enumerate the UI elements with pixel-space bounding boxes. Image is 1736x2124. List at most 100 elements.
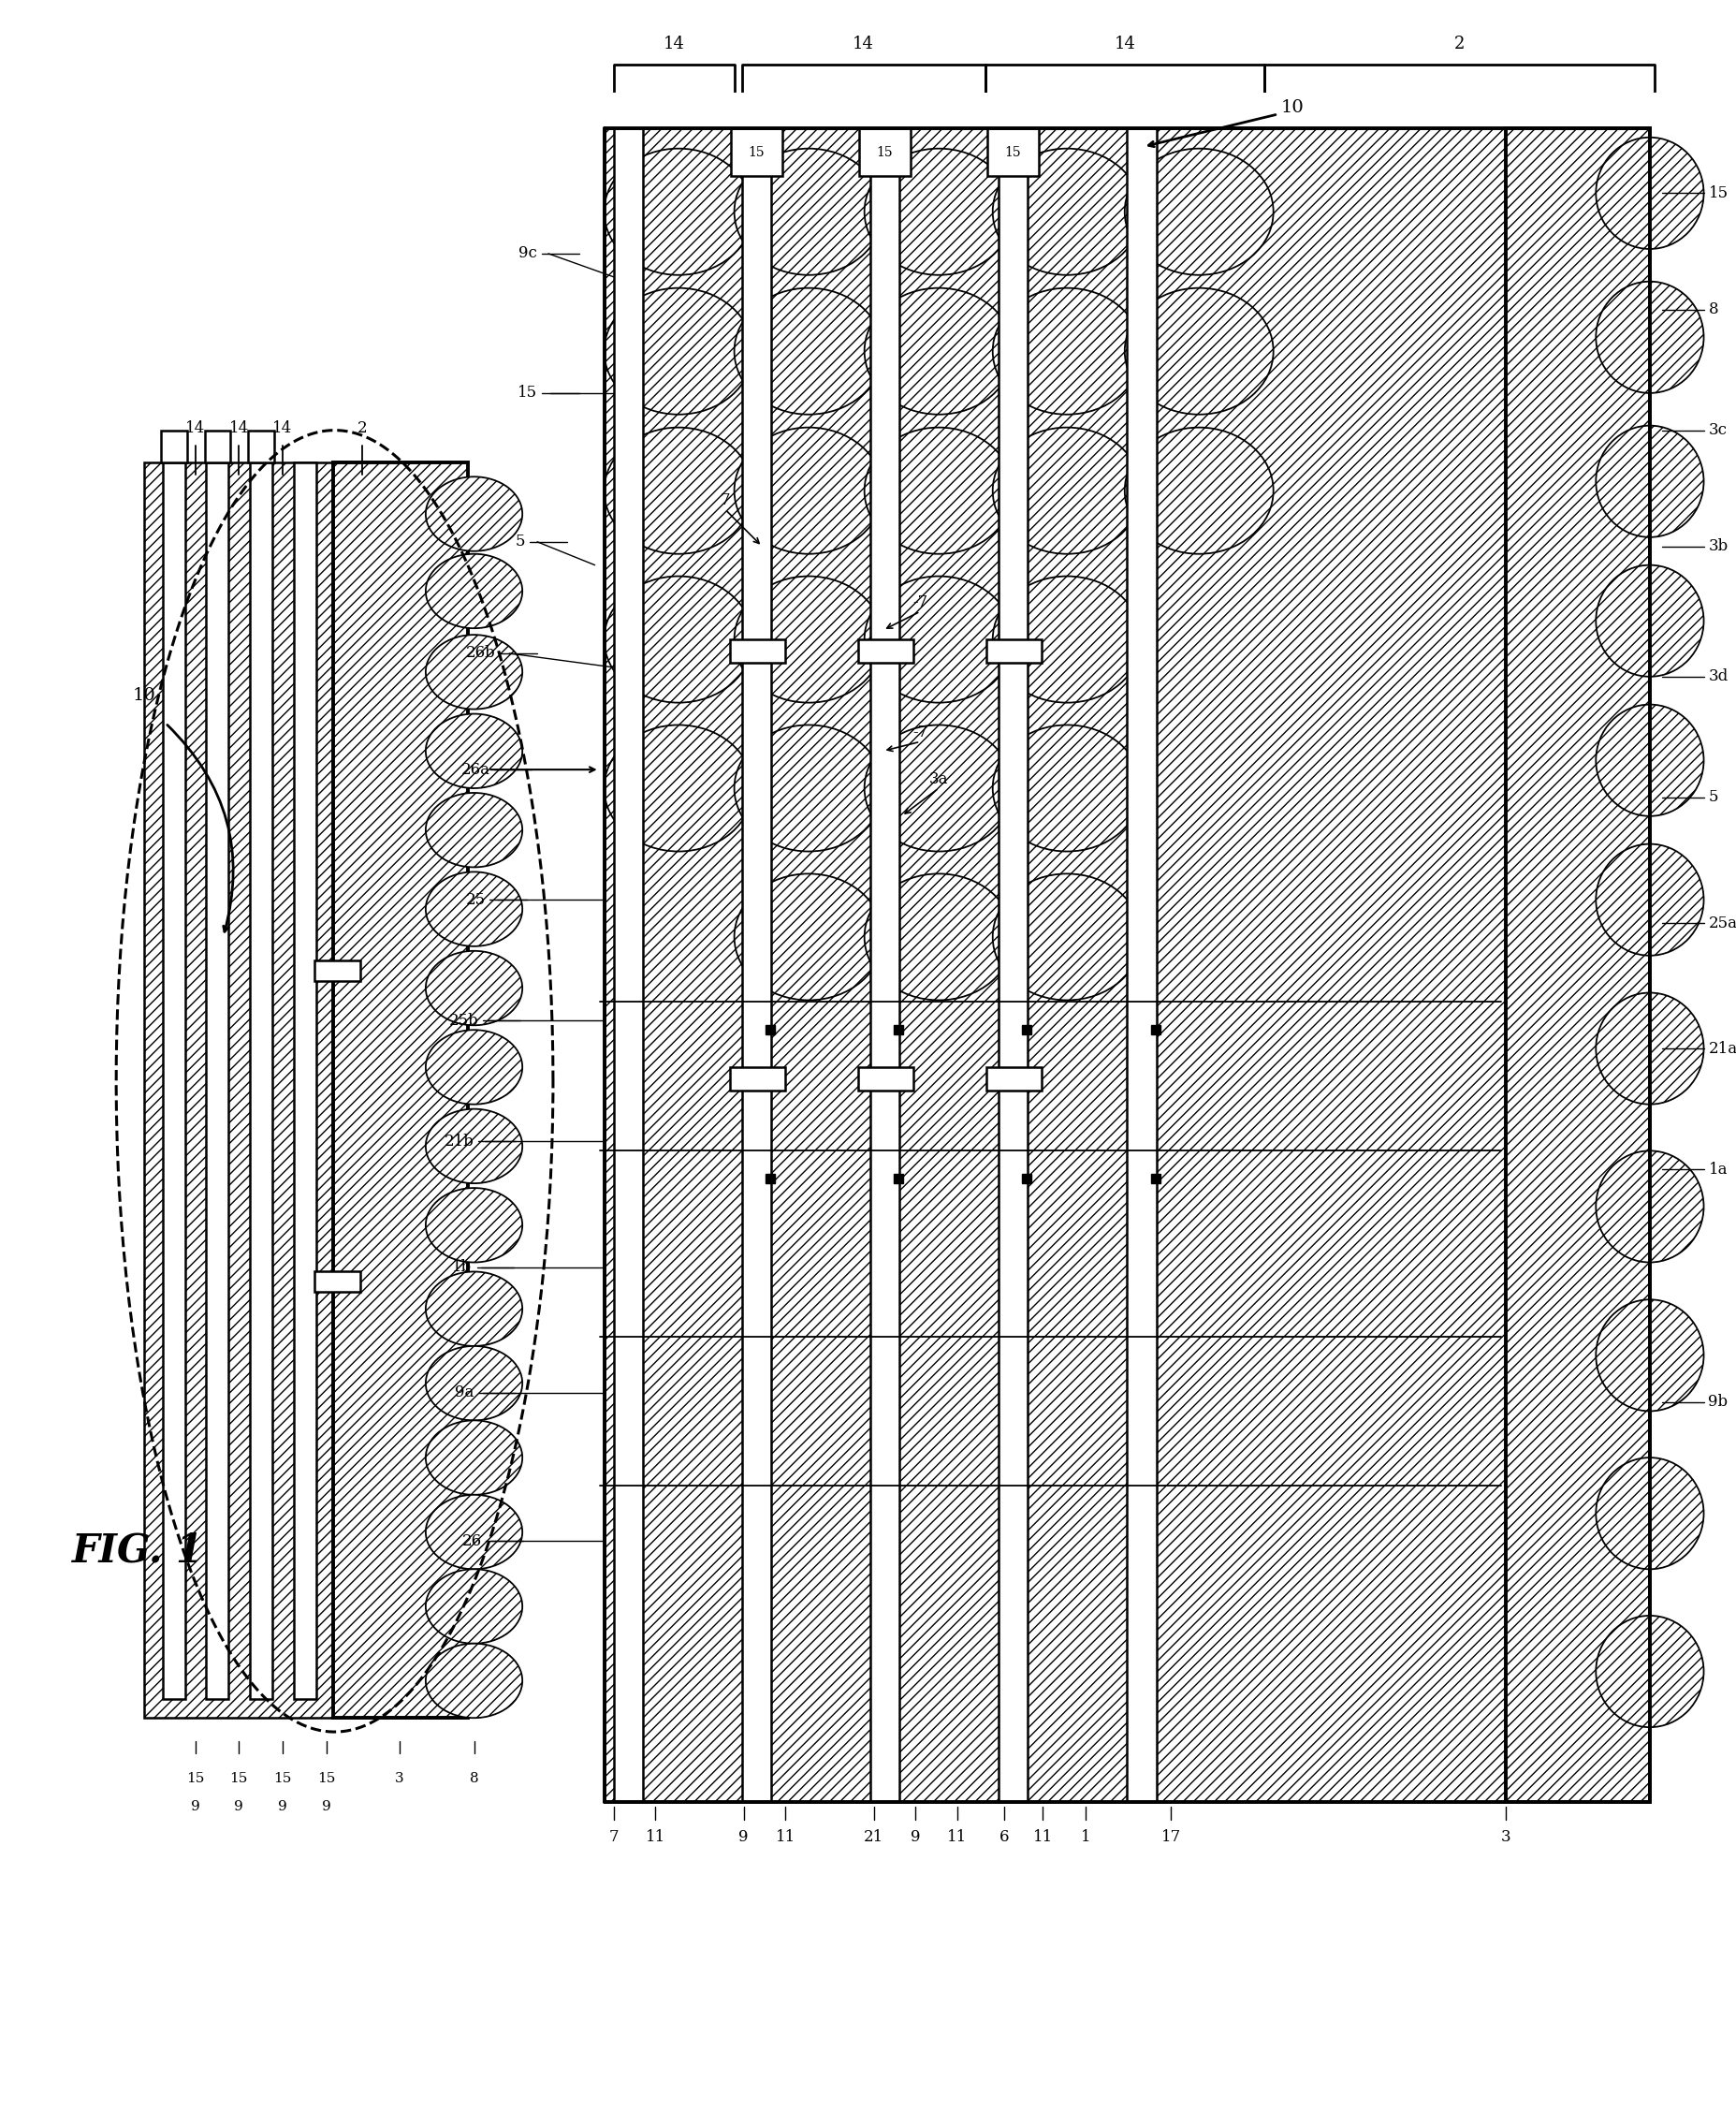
Bar <box>144 463 465 1718</box>
Text: 3: 3 <box>1500 1829 1510 1846</box>
Text: 21: 21 <box>863 1829 884 1846</box>
Text: 3b: 3b <box>1708 539 1727 554</box>
Ellipse shape <box>865 149 1012 274</box>
Bar <box>207 463 229 1699</box>
Ellipse shape <box>425 635 523 709</box>
Ellipse shape <box>1595 282 1703 393</box>
Bar <box>333 463 467 1718</box>
Text: 26b: 26b <box>465 646 495 661</box>
Ellipse shape <box>734 873 882 1000</box>
Text: FIG. 1: FIG. 1 <box>73 1531 205 1570</box>
Text: 15: 15 <box>877 147 892 159</box>
Text: 9: 9 <box>278 1799 286 1812</box>
Text: 3c: 3c <box>1708 423 1726 438</box>
Ellipse shape <box>993 149 1141 274</box>
Ellipse shape <box>1595 1300 1703 1410</box>
Ellipse shape <box>734 289 882 414</box>
Ellipse shape <box>1595 843 1703 956</box>
Ellipse shape <box>425 554 523 629</box>
Ellipse shape <box>734 427 882 554</box>
Ellipse shape <box>1595 425 1703 537</box>
Ellipse shape <box>425 1570 523 1644</box>
Bar <box>161 431 187 463</box>
Ellipse shape <box>734 724 882 852</box>
Ellipse shape <box>425 1030 523 1104</box>
Bar <box>1505 127 1649 1801</box>
Bar <box>314 960 361 981</box>
Ellipse shape <box>993 576 1141 703</box>
Ellipse shape <box>865 873 1012 1000</box>
Text: 25a: 25a <box>1708 915 1736 930</box>
Bar <box>986 1066 1042 1090</box>
Ellipse shape <box>425 1495 523 1570</box>
Bar <box>858 639 913 663</box>
Text: 10: 10 <box>132 686 156 703</box>
Text: 1a: 1a <box>1708 1162 1727 1177</box>
Bar <box>613 127 642 1801</box>
Text: 3a: 3a <box>929 771 948 786</box>
Text: 17: 17 <box>1161 1829 1180 1846</box>
Text: 14: 14 <box>273 421 292 435</box>
Ellipse shape <box>604 149 752 274</box>
Text: 11: 11 <box>774 1829 795 1846</box>
Text: 25b: 25b <box>448 1013 479 1028</box>
Ellipse shape <box>1595 1151 1703 1262</box>
Text: 9a: 9a <box>455 1385 474 1400</box>
Ellipse shape <box>1125 289 1272 414</box>
Bar <box>729 639 785 663</box>
Text: 15: 15 <box>1708 185 1727 202</box>
Ellipse shape <box>734 149 882 274</box>
Ellipse shape <box>425 476 523 550</box>
Text: 8: 8 <box>1708 302 1717 316</box>
Bar <box>858 127 910 176</box>
Ellipse shape <box>604 576 752 703</box>
Text: 7: 7 <box>608 1829 618 1846</box>
Ellipse shape <box>993 873 1141 1000</box>
Text: 15: 15 <box>748 147 764 159</box>
Text: 14: 14 <box>229 421 248 435</box>
Text: 26a: 26a <box>460 763 490 777</box>
Text: 3: 3 <box>396 1771 404 1784</box>
Text: 11: 11 <box>646 1829 665 1846</box>
Text: -7: -7 <box>911 724 927 741</box>
Text: 15: 15 <box>318 1771 335 1784</box>
Ellipse shape <box>1595 992 1703 1104</box>
Ellipse shape <box>865 427 1012 554</box>
Ellipse shape <box>425 714 523 788</box>
Ellipse shape <box>604 289 752 414</box>
Ellipse shape <box>425 1421 523 1495</box>
Text: 14: 14 <box>663 36 684 53</box>
Ellipse shape <box>1595 565 1703 678</box>
Ellipse shape <box>425 952 523 1026</box>
Bar <box>205 431 231 463</box>
Bar <box>870 127 899 1801</box>
Text: 15: 15 <box>186 1771 205 1784</box>
Text: 14: 14 <box>852 36 873 53</box>
Text: 1: 1 <box>1080 1829 1090 1846</box>
Bar <box>248 431 274 463</box>
Text: 2: 2 <box>358 421 368 435</box>
Bar <box>986 127 1038 176</box>
Text: 9b: 9b <box>1708 1393 1727 1410</box>
Ellipse shape <box>1125 427 1272 554</box>
Text: 10: 10 <box>1279 100 1302 117</box>
Ellipse shape <box>425 792 523 867</box>
Text: 8: 8 <box>469 1771 479 1784</box>
Ellipse shape <box>425 1272 523 1347</box>
Ellipse shape <box>604 427 752 554</box>
Text: 5: 5 <box>1708 790 1717 805</box>
Bar <box>729 1066 785 1090</box>
Ellipse shape <box>865 576 1012 703</box>
Bar <box>858 1066 913 1090</box>
Ellipse shape <box>865 289 1012 414</box>
Text: 1b: 1b <box>451 1260 472 1274</box>
Bar <box>250 463 273 1699</box>
Text: 14: 14 <box>186 421 205 435</box>
Text: 15: 15 <box>273 1771 292 1784</box>
Text: 2: 2 <box>1453 36 1463 53</box>
Text: 9: 9 <box>191 1799 200 1812</box>
Text: 9: 9 <box>321 1799 330 1812</box>
Text: 7: 7 <box>720 493 729 508</box>
Text: 6: 6 <box>998 1829 1009 1846</box>
Ellipse shape <box>1125 149 1272 274</box>
